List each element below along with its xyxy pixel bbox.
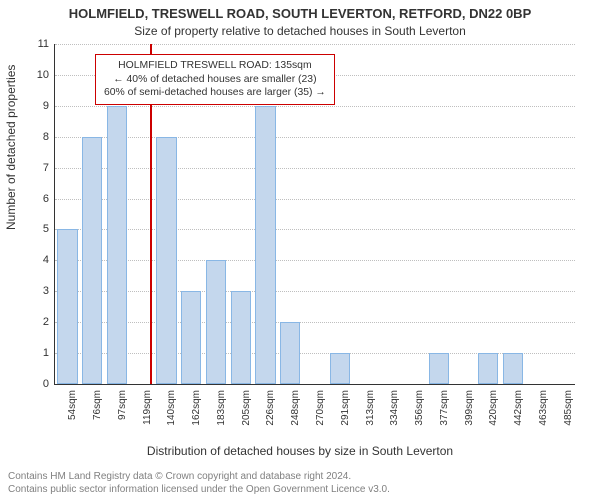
y-tick-label: 6 (21, 193, 49, 205)
gridline (55, 137, 575, 138)
x-tick-label: 377sqm (439, 390, 450, 426)
bar (330, 353, 350, 384)
x-tick-label: 97sqm (117, 390, 128, 420)
x-tick-label: 442sqm (513, 390, 524, 426)
bar (429, 353, 449, 384)
bar (255, 106, 275, 384)
bar (503, 353, 523, 384)
x-tick-label: 119sqm (142, 390, 153, 425)
bar (107, 106, 127, 384)
bar (82, 137, 102, 384)
x-tick-label: 54sqm (67, 390, 78, 420)
x-tick-label: 420sqm (488, 390, 499, 426)
footer-attribution: Contains HM Land Registry data © Crown c… (8, 471, 390, 496)
x-tick-label: 140sqm (166, 390, 177, 426)
x-tick-label: 162sqm (191, 390, 202, 426)
y-tick-label: 8 (21, 131, 49, 143)
bar (206, 260, 226, 384)
gridline (55, 322, 575, 323)
chart-plot-area: 0123456789101154sqm76sqm97sqm119sqm140sq… (54, 44, 575, 385)
y-tick-label: 2 (21, 316, 49, 328)
x-tick-label: 270sqm (315, 390, 326, 426)
x-tick-label: 291sqm (340, 390, 351, 426)
bar (280, 322, 300, 384)
page-subtitle: Size of property relative to detached ho… (0, 24, 600, 38)
footer-line-2: Contains public sector information licen… (8, 484, 390, 497)
x-tick-label: 463sqm (538, 390, 549, 426)
bar (156, 137, 176, 384)
x-tick-label: 334sqm (389, 390, 400, 426)
x-tick-label: 183sqm (216, 390, 227, 426)
x-tick-label: 205sqm (241, 390, 252, 426)
y-tick-label: 7 (21, 162, 49, 174)
x-tick-label: 356sqm (414, 390, 425, 426)
gridline (55, 260, 575, 261)
annotation-line-1: HOLMFIELD TRESWELL ROAD: 135sqm (104, 59, 326, 73)
y-tick-label: 11 (21, 38, 49, 50)
x-tick-label: 485sqm (563, 390, 574, 426)
y-tick-label: 5 (21, 223, 49, 235)
bar (478, 353, 498, 384)
x-axis-label: Distribution of detached houses by size … (0, 444, 600, 458)
bar (231, 291, 251, 384)
footer-line-1: Contains HM Land Registry data © Crown c… (8, 471, 390, 484)
y-tick-label: 10 (21, 69, 49, 81)
y-tick-label: 3 (21, 285, 49, 297)
y-tick-label: 1 (21, 347, 49, 359)
x-tick-label: 313sqm (365, 390, 376, 426)
y-axis-label: Number of detached properties (4, 65, 18, 230)
x-tick-label: 248sqm (290, 390, 301, 426)
bar (181, 291, 201, 384)
annotation-box: HOLMFIELD TRESWELL ROAD: 135sqm← 40% of … (95, 54, 335, 105)
annotation-line-2: ← 40% of detached houses are smaller (23… (104, 73, 326, 87)
x-tick-label: 226sqm (265, 390, 276, 426)
y-tick-label: 4 (21, 254, 49, 266)
annotation-line-3: 60% of semi-detached houses are larger (… (104, 86, 326, 100)
bar (57, 229, 77, 384)
gridline (55, 199, 575, 200)
gridline (55, 168, 575, 169)
gridline (55, 229, 575, 230)
y-tick-label: 9 (21, 100, 49, 112)
x-tick-label: 399sqm (464, 390, 475, 426)
y-tick-label: 0 (21, 378, 49, 390)
gridline (55, 106, 575, 107)
page-title: HOLMFIELD, TRESWELL ROAD, SOUTH LEVERTON… (0, 6, 600, 21)
x-tick-label: 76sqm (92, 390, 103, 420)
gridline (55, 291, 575, 292)
gridline (55, 44, 575, 45)
